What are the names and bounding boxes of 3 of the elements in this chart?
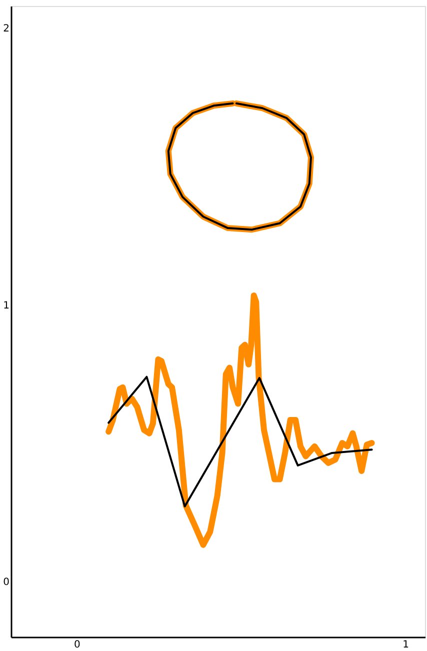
y-tick-label: 2 — [3, 24, 10, 35]
y-tick-label: 1 — [3, 300, 10, 312]
y-tick-label: 0 — [3, 577, 10, 588]
